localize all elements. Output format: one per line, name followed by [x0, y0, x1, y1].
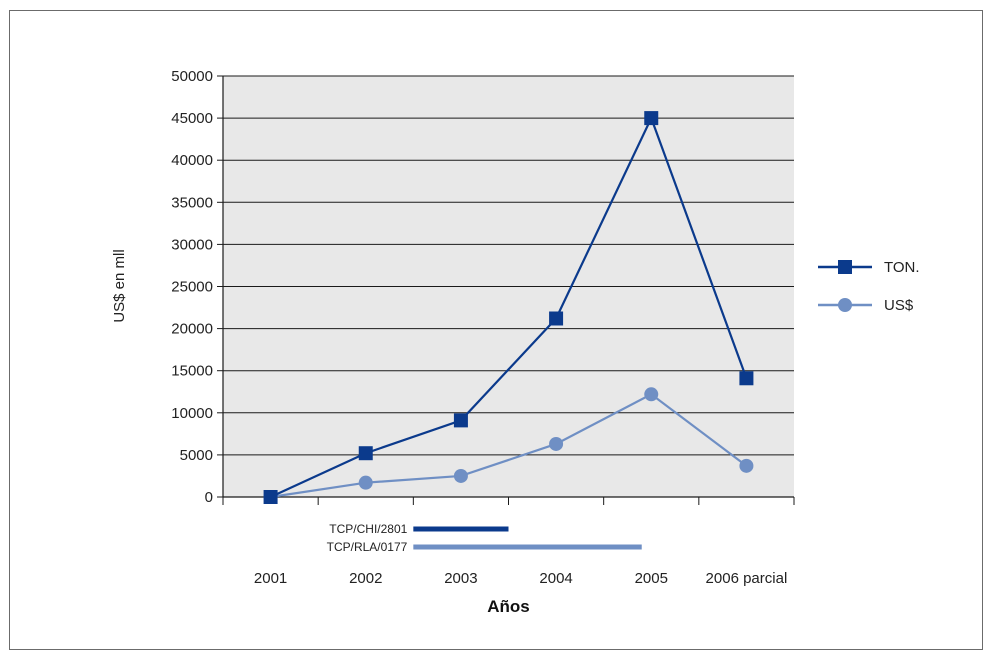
data-point — [549, 436, 564, 451]
project-label: TCP/RLA/0177 — [327, 540, 408, 554]
project-timeline: TCP/CHI/2801 TCP/RLA/0177 — [327, 522, 642, 554]
line-chart: 0 5000 10000 15000 20000 25000 30000 35000 40000… — [111, 68, 920, 616]
legend-label: US$ — [884, 297, 914, 314]
x-tick-label: 2005 — [635, 570, 668, 587]
chart-frame: 0 5000 10000 15000 20000 25000 30000 35000 40000… — [9, 10, 983, 650]
y-tick-label: 40000 — [171, 152, 213, 169]
legend-marker — [838, 260, 852, 274]
y-tick-label: 30000 — [171, 236, 213, 253]
y-tick-label: 50000 — [171, 68, 213, 85]
y-tick-label: 35000 — [171, 194, 213, 211]
data-point — [263, 490, 278, 504]
series-line-ton — [270, 115, 748, 498]
data-point — [644, 387, 659, 402]
y-axis-title: US$ en mll — [111, 249, 128, 322]
y-axis: 0 5000 10000 15000 20000 25000 30000 35000 40000… — [171, 68, 224, 506]
y-tick-label: 10000 — [171, 405, 213, 422]
x-tick-label: 2006 parcial — [706, 570, 788, 587]
data-point — [358, 475, 373, 490]
data-point — [739, 371, 754, 386]
data-point — [644, 111, 659, 126]
data-point — [549, 311, 564, 326]
x-tick-label: 2002 — [349, 570, 382, 587]
y-tick-label: 15000 — [171, 363, 213, 380]
series-line-usd — [270, 392, 748, 499]
data-point — [358, 446, 373, 461]
data-point — [453, 413, 468, 428]
data-point — [453, 468, 468, 483]
legend-label: TON. — [884, 259, 920, 276]
series-layer — [263, 111, 754, 504]
legend-marker — [838, 298, 852, 312]
x-tick-label: 2004 — [539, 570, 572, 587]
x-tick-label: 2001 — [254, 570, 287, 587]
project-label: TCP/CHI/2801 — [329, 522, 407, 536]
x-axis-title: Años — [487, 597, 530, 616]
y-tick-label: 5000 — [180, 447, 213, 464]
x-axis: 2001 2002 2003 2004 2005 2006 parcial — [222, 496, 795, 587]
legend: TON. US$ — [818, 259, 920, 314]
data-point — [739, 458, 754, 473]
y-tick-label: 25000 — [171, 279, 213, 296]
y-tick-label: 0 — [205, 489, 213, 506]
x-tick-label: 2003 — [444, 570, 477, 587]
y-tick-label: 45000 — [171, 110, 213, 127]
y-tick-label: 20000 — [171, 321, 213, 338]
